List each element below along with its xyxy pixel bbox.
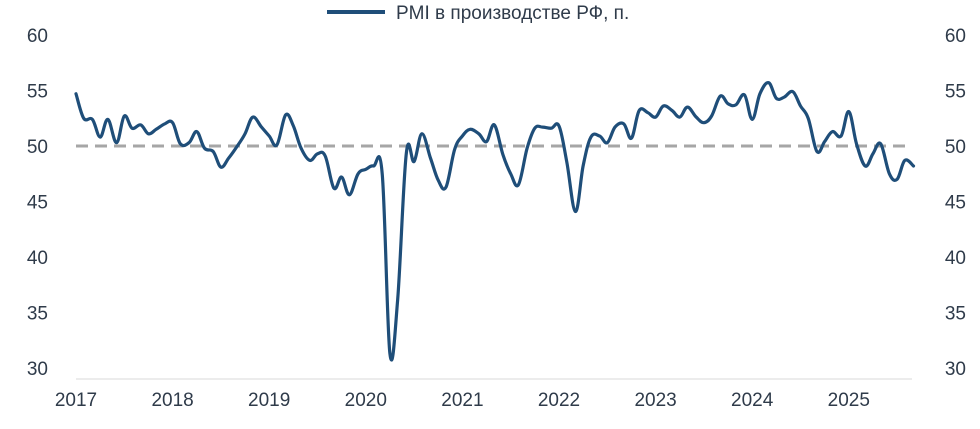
legend: PMI в производстве РФ, п. [327, 3, 629, 24]
y-tick-label-left: 30 [27, 359, 48, 380]
x-tick-label: 2017 [55, 390, 97, 411]
y-tick-label-right: 30 [945, 359, 966, 380]
y-axis-left: 60 55 50 45 40 35 30 [27, 26, 48, 380]
y-axis-right: 60 55 50 45 40 35 30 [945, 26, 966, 380]
y-tick-label-left: 35 [27, 304, 48, 325]
series-line-pmi [74, 81, 916, 362]
y-tick-label-left: 60 [27, 26, 48, 47]
y-tick-label-right: 55 [945, 82, 966, 103]
series-group [74, 81, 916, 362]
x-tick-label: 2022 [538, 390, 580, 411]
x-tick-label: 2020 [345, 390, 387, 411]
y-tick-label-left: 50 [27, 137, 48, 158]
x-tick-label: 2019 [248, 390, 290, 411]
y-tick-label-right: 35 [945, 304, 966, 325]
x-tick-label: 2018 [151, 390, 193, 411]
y-tick-label-right: 50 [945, 137, 966, 158]
y-tick-label-left: 40 [27, 248, 48, 269]
y-tick-label-left: 45 [27, 193, 48, 214]
y-tick-label-right: 40 [945, 248, 966, 269]
y-tick-label-right: 60 [945, 26, 966, 47]
y-tick-label-left: 55 [27, 82, 48, 103]
x-tick-label: 2021 [441, 390, 483, 411]
x-tick-label: 2023 [634, 390, 676, 411]
x-tick-label: 2024 [731, 390, 774, 411]
legend-label: PMI в производстве РФ, п. [396, 3, 629, 24]
y-tick-label-right: 45 [945, 193, 966, 214]
x-tick-label: 2025 [828, 390, 870, 411]
x-axis: 2017 2018 2019 2020 2021 2022 2023 2024 2025 [55, 378, 912, 411]
